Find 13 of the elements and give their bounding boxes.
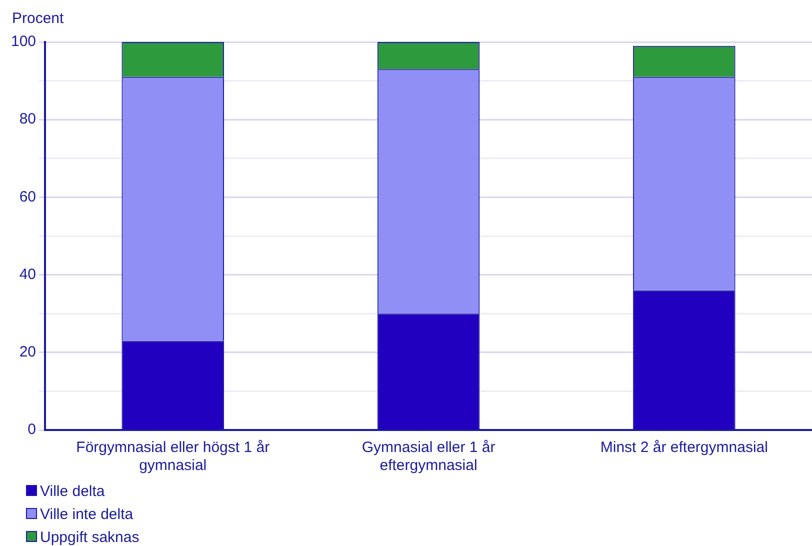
- x-tick-label: Minst 2 år eftergymnasial: [600, 439, 768, 456]
- y-axis-title: Procent: [12, 10, 64, 27]
- legend-label: Ville delta: [40, 483, 105, 500]
- x-tick-label: Förgymnasial eller högst 1 år gymnasial: [76, 439, 270, 474]
- y-tick-label: 40: [19, 266, 36, 283]
- y-tick-label: 80: [19, 110, 36, 128]
- y-tick-label: 100: [10, 33, 36, 50]
- y-tick-label: 60: [19, 188, 36, 206]
- x-tick-label: Gymnasial eller 1 år eftergymnasial: [362, 439, 496, 474]
- y-tick-label: 0: [28, 421, 36, 438]
- legend-label: Ville inte delta: [40, 506, 134, 523]
- legend-label: Uppgift saknas: [40, 529, 140, 546]
- y-tick-label: 20: [19, 344, 36, 361]
